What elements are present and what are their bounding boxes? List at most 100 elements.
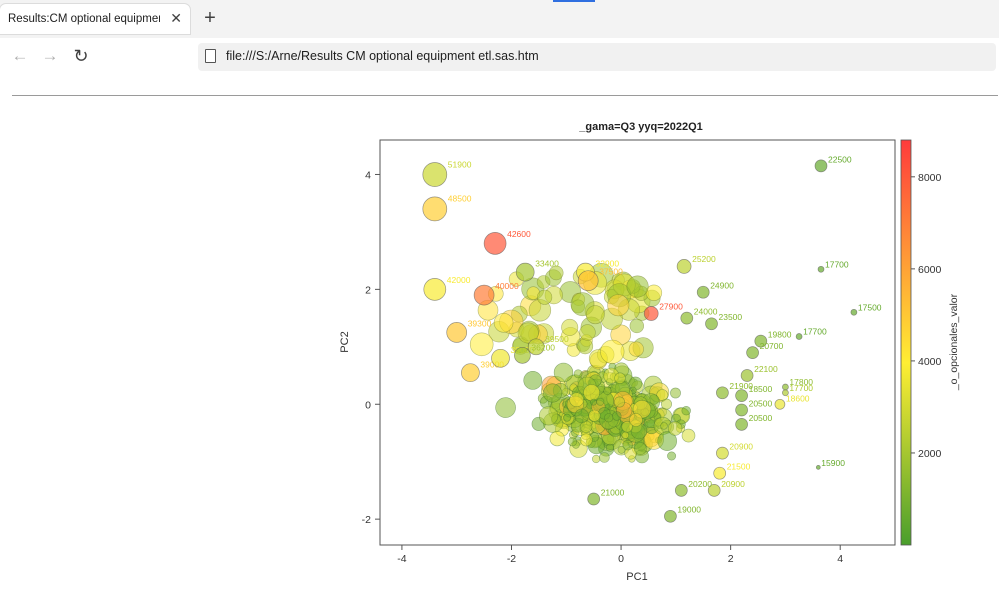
data-point [422, 162, 448, 187]
cloud-point [633, 442, 647, 455]
data-point [705, 317, 718, 331]
active-tab[interactable]: Results:CM optional equipment etl.s ✕ [0, 4, 190, 34]
data-point [795, 333, 803, 340]
point-label: 42600 [507, 229, 531, 239]
data-point [707, 484, 721, 497]
profile-accent-line [553, 0, 595, 2]
new-tab-button[interactable]: + [204, 7, 216, 29]
colorbar-tick-label: 2000 [918, 448, 942, 460]
point-label: 20700 [760, 341, 784, 351]
cloud-point [563, 413, 571, 422]
close-tab-icon[interactable]: ✕ [170, 10, 182, 26]
cloud-point [517, 322, 539, 344]
data-point [817, 265, 825, 273]
x-tick-label: -2 [507, 553, 516, 565]
colorbar [900, 139, 912, 546]
cloud-point [569, 392, 584, 408]
data-point [674, 484, 688, 497]
y-tick-label: 4 [365, 169, 371, 181]
colorbar-label: _o_opcionales_valor [948, 293, 960, 391]
cloud-point [495, 397, 516, 418]
data-point [422, 196, 448, 222]
x-axis-label: PC1 [626, 571, 647, 583]
cloud-point [590, 398, 597, 406]
point-label: 48500 [448, 194, 472, 204]
x-tick-label: 2 [728, 553, 734, 565]
point-label: 20500 [749, 398, 773, 408]
point-label: 17700 [803, 327, 827, 337]
x-axis: -4 -2 0 2 4 [397, 545, 843, 565]
cloud-point [605, 443, 614, 452]
point-label: 17700 [789, 383, 813, 393]
point-label: 17800 [789, 377, 813, 387]
point-label: 21500 [727, 462, 751, 472]
data-point [643, 306, 659, 321]
colorbar-tick-label: 4000 [918, 356, 942, 368]
cloud-point [614, 372, 626, 384]
cloud-point [537, 289, 553, 305]
point-label: 33400 [535, 259, 559, 269]
point-label: 39500 [545, 334, 569, 344]
forward-button[interactable]: → [41, 46, 59, 65]
y-tick-label: 2 [365, 284, 371, 296]
data-point [664, 509, 677, 523]
cloud-point [549, 431, 565, 447]
point-label: 17700 [825, 260, 849, 270]
page-horizontal-rule [12, 95, 998, 96]
data-point [461, 363, 480, 383]
cloud-point [617, 445, 626, 454]
y-tick-label: 0 [365, 399, 371, 411]
point-label: 20500 [749, 413, 773, 423]
data-point [735, 418, 748, 431]
data-point [577, 270, 599, 292]
point-label: 23500 [719, 312, 743, 322]
x-tick-label: 0 [618, 553, 624, 565]
cloud-point [579, 433, 593, 447]
cloud-point [577, 338, 594, 355]
point-label: 21000 [601, 487, 625, 497]
y-axis-label: PC2 [339, 331, 351, 352]
data-point [850, 308, 858, 316]
data-point [587, 492, 601, 506]
data-point [680, 311, 694, 325]
url-text[interactable]: file:///S:/Arne/Results CM optional equi… [226, 49, 539, 63]
cloud-point [681, 406, 691, 416]
point-label: 39000 [480, 359, 504, 369]
point-label: 25200 [692, 254, 716, 264]
cloud-point [667, 421, 683, 436]
data-point [713, 466, 727, 480]
address-bar[interactable]: file:///S:/Arne/Results CM optional equi… [198, 43, 996, 71]
cloud-point [660, 398, 672, 410]
point-label: 37500 [599, 267, 623, 277]
point-label: 51900 [448, 159, 472, 169]
cloud-point [600, 339, 625, 364]
colorbar-ticks: 2000 4000 6000 8000 [911, 172, 942, 460]
data-point [423, 278, 447, 301]
data-point [483, 232, 507, 255]
cloud-point [604, 413, 614, 423]
data-point [746, 346, 759, 359]
cloud-point [553, 362, 574, 383]
cloud-point [579, 324, 596, 341]
data-point [527, 338, 545, 356]
cloud-point [626, 275, 649, 298]
y-tick-label: -2 [362, 514, 371, 526]
point-label: 19800 [768, 330, 792, 340]
cloud-point [543, 383, 563, 403]
cloud-point [596, 397, 605, 406]
cloud-point [612, 411, 622, 421]
cloud-point [621, 431, 629, 439]
reload-button[interactable]: ↻ [73, 46, 89, 66]
file-page-icon [205, 49, 216, 63]
point-label: 18500 [749, 384, 773, 394]
point-label: 40000 [495, 281, 519, 291]
back-button[interactable]: ← [11, 46, 29, 65]
data-point [782, 383, 789, 391]
point-label: 18600 [786, 393, 810, 403]
tab-title: Results:CM optional equipment etl.s [8, 13, 160, 25]
cloud-point [592, 454, 601, 464]
data-point [735, 389, 748, 402]
data-point [740, 369, 754, 382]
cloud-point [567, 437, 577, 447]
data-point [754, 334, 768, 348]
